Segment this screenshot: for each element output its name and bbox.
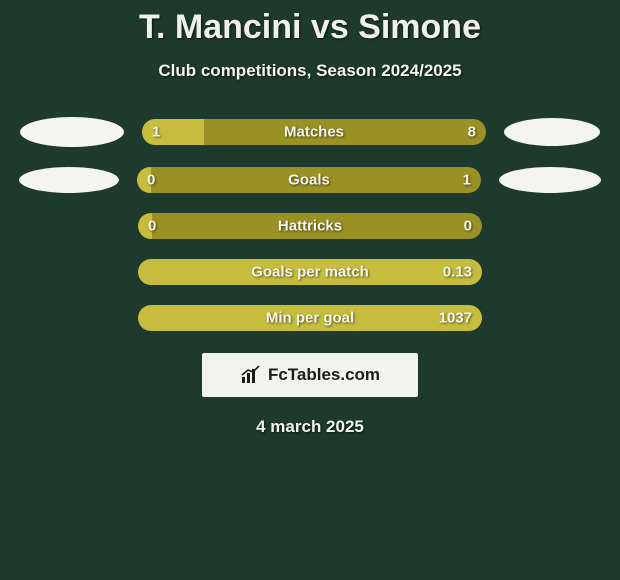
stat-left-value: 0 (148, 218, 156, 235)
stat-right-value: 1 (463, 172, 471, 189)
comparison-infographic: T. Mancini vs Simone Club competitions, … (0, 0, 620, 580)
stat-label: Hattricks (278, 218, 342, 235)
stat-label: Min per goal (266, 310, 354, 327)
stat-left-value: 1 (152, 124, 160, 141)
chart-icon (240, 365, 262, 385)
left-player-marker (19, 167, 119, 193)
stat-row: 0 Goals 1 (0, 167, 620, 193)
stat-bar: Min per goal 1037 (138, 305, 482, 331)
stat-row: Min per goal 1037 (0, 305, 620, 331)
right-player-marker (504, 118, 600, 146)
stat-label: Matches (284, 124, 344, 141)
left-player-marker (20, 117, 124, 147)
stat-right-value: 0.13 (443, 264, 472, 281)
stat-bar: 0 Goals 1 (137, 167, 481, 193)
stat-rows: 1 Matches 8 0 Goals 1 0 Hattricks 0 Goals per mat… (0, 117, 620, 331)
stat-bar: Goals per match 0.13 (138, 259, 482, 285)
page-title: T. Mancini vs Simone (0, 0, 620, 47)
stat-right-value: 0 (464, 218, 472, 235)
stat-right-value: 8 (468, 124, 476, 141)
stat-row: 0 Hattricks 0 (0, 213, 620, 239)
attribution-box: FcTables.com (202, 353, 418, 397)
attribution-text: FcTables.com (268, 365, 380, 385)
subtitle: Club competitions, Season 2024/2025 (0, 61, 620, 81)
stat-row: 1 Matches 8 (0, 117, 620, 147)
stat-right-value: 1037 (439, 310, 472, 327)
stat-label: Goals (288, 172, 330, 189)
right-player-marker (499, 167, 601, 193)
stat-bar: 1 Matches 8 (142, 119, 486, 145)
stat-row: Goals per match 0.13 (0, 259, 620, 285)
stat-bar: 0 Hattricks 0 (138, 213, 482, 239)
date-text: 4 march 2025 (0, 417, 620, 437)
stat-left-value: 0 (147, 172, 155, 189)
stat-label: Goals per match (251, 264, 369, 281)
